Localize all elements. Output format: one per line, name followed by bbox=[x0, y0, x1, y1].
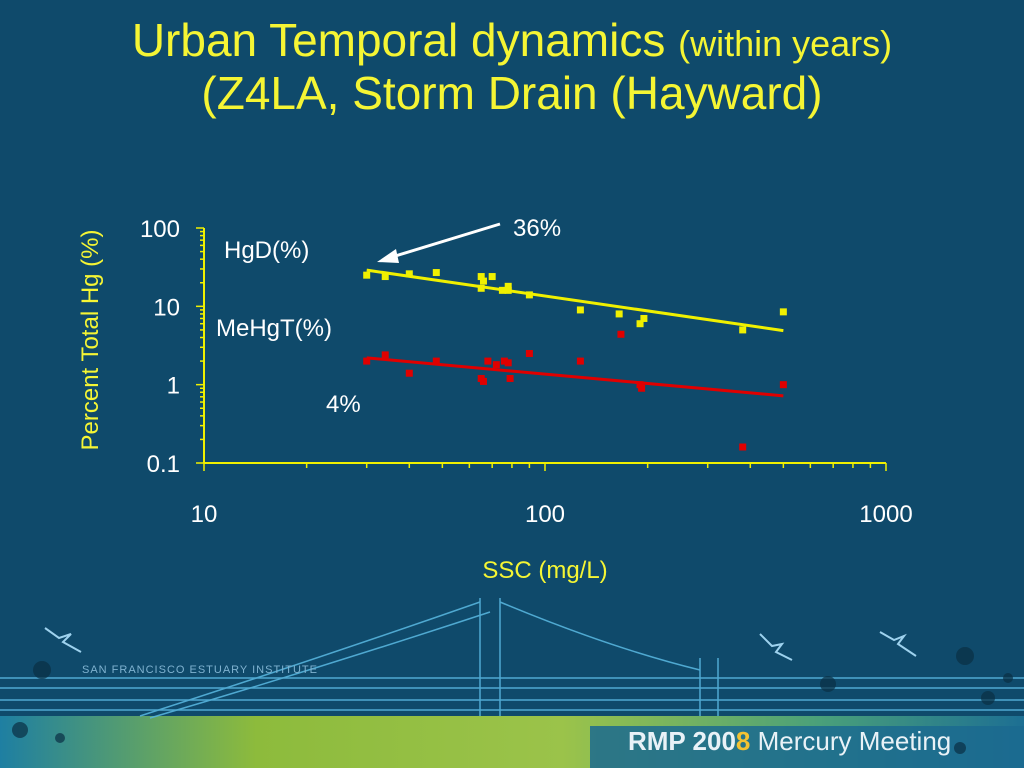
hgd-data-point bbox=[479, 277, 487, 285]
annotation-4-percent: 4% bbox=[326, 391, 361, 418]
bubble-decoration bbox=[12, 647, 1013, 754]
mehgt-data-point bbox=[576, 357, 584, 365]
meeting-banner: RMP 2008 Mercury Meeting bbox=[628, 726, 951, 757]
mehgt-data-point bbox=[617, 330, 625, 338]
y-tick-label: 0.1 bbox=[147, 451, 180, 478]
hgd-data-point bbox=[432, 269, 440, 277]
mehgt-data-point bbox=[506, 374, 514, 382]
title-main: Urban Temporal dynamics (within years) bbox=[132, 14, 892, 66]
hgd-data-point bbox=[381, 273, 389, 281]
hgd-data-point bbox=[504, 282, 512, 290]
meeting-year-digit: 8 bbox=[735, 726, 751, 756]
y-tick-label: 10 bbox=[153, 294, 180, 321]
bird-icons bbox=[44, 627, 917, 661]
mehgt-data-point bbox=[479, 377, 487, 385]
trend-lines bbox=[366, 268, 784, 398]
mehgt-data-point bbox=[636, 381, 644, 389]
footer-decoration bbox=[0, 598, 1024, 768]
chart-labels: Percent Total Hg (%) SSC (mg/L) HgD(%) M… bbox=[77, 215, 608, 584]
meeting-suffix: Mercury Meeting bbox=[757, 726, 952, 756]
hgd-data-point bbox=[488, 273, 496, 281]
title-second-line: (Z4LA, Storm Drain (Hayward) bbox=[201, 66, 823, 119]
mehgt-data-point bbox=[405, 369, 413, 377]
hgd-data-point bbox=[636, 320, 644, 328]
y-tick-label: 1 bbox=[167, 373, 180, 400]
meeting-prefix: RMP 200 bbox=[628, 726, 736, 756]
bridge-icon bbox=[0, 598, 1024, 719]
hgd-data-point bbox=[739, 326, 747, 334]
legend-hgd-label: HgD(%) bbox=[224, 237, 309, 264]
mehgt-data-point bbox=[739, 443, 747, 451]
hgd-data-point bbox=[363, 271, 371, 279]
hgd-data-point bbox=[525, 291, 533, 299]
mehgt-trend-line bbox=[366, 356, 784, 398]
legend-mehgt-label: MeHgT(%) bbox=[216, 315, 332, 342]
mehgt-data-point bbox=[638, 384, 646, 392]
footer-dark-band bbox=[590, 726, 1024, 768]
y-tick-label: 100 bbox=[140, 216, 180, 243]
hgd-data-point bbox=[779, 308, 787, 316]
mehgt-data-point bbox=[525, 349, 533, 357]
scatter-chart: 100 10 1 0.1 10 100 1000 Percent Total Hg (%) … bbox=[77, 215, 913, 584]
x-tick-label: 100 bbox=[525, 501, 565, 528]
x-tick-label: 1000 bbox=[859, 501, 912, 528]
title-subtext: (within years) bbox=[678, 23, 893, 64]
hgd-trend-line bbox=[366, 268, 784, 333]
y-axis-label: Percent Total Hg (%) bbox=[77, 230, 104, 451]
hgd-data-point bbox=[477, 273, 485, 281]
x-tick-label: 10 bbox=[191, 501, 218, 528]
hgd-data-point bbox=[640, 314, 648, 322]
title-main-text: Urban Temporal dynamics bbox=[131, 14, 666, 66]
mehgt-data-point bbox=[504, 359, 512, 367]
hgd-data-point bbox=[576, 306, 584, 314]
hgd-data-point bbox=[498, 286, 506, 294]
mehgt-data-point bbox=[432, 357, 440, 365]
mehgt-data-point bbox=[381, 351, 389, 359]
hgd-data-point bbox=[504, 286, 512, 294]
mehgt-data-point bbox=[484, 357, 492, 365]
mehgt-data-point bbox=[779, 381, 787, 389]
arrow-icon bbox=[377, 222, 501, 263]
slide-title: Urban Temporal dynamics (within years) (… bbox=[0, 14, 1024, 120]
hgd-data-point bbox=[477, 284, 485, 292]
mehgt-data-point bbox=[492, 361, 500, 369]
annotation-36-percent: 36% bbox=[513, 215, 561, 242]
mehgt-data-point bbox=[500, 357, 508, 365]
mehgt-data-point bbox=[363, 357, 371, 365]
organization-name: SAN FRANCISCO ESTUARY INSTITUTE bbox=[82, 664, 318, 676]
axes-layer: 100 10 1 0.1 10 100 1000 bbox=[140, 216, 913, 528]
data-points bbox=[363, 269, 787, 451]
x-axis-label: SSC (mg/L) bbox=[482, 557, 607, 584]
hgd-data-point bbox=[405, 270, 413, 278]
hgd-data-point bbox=[615, 310, 623, 318]
